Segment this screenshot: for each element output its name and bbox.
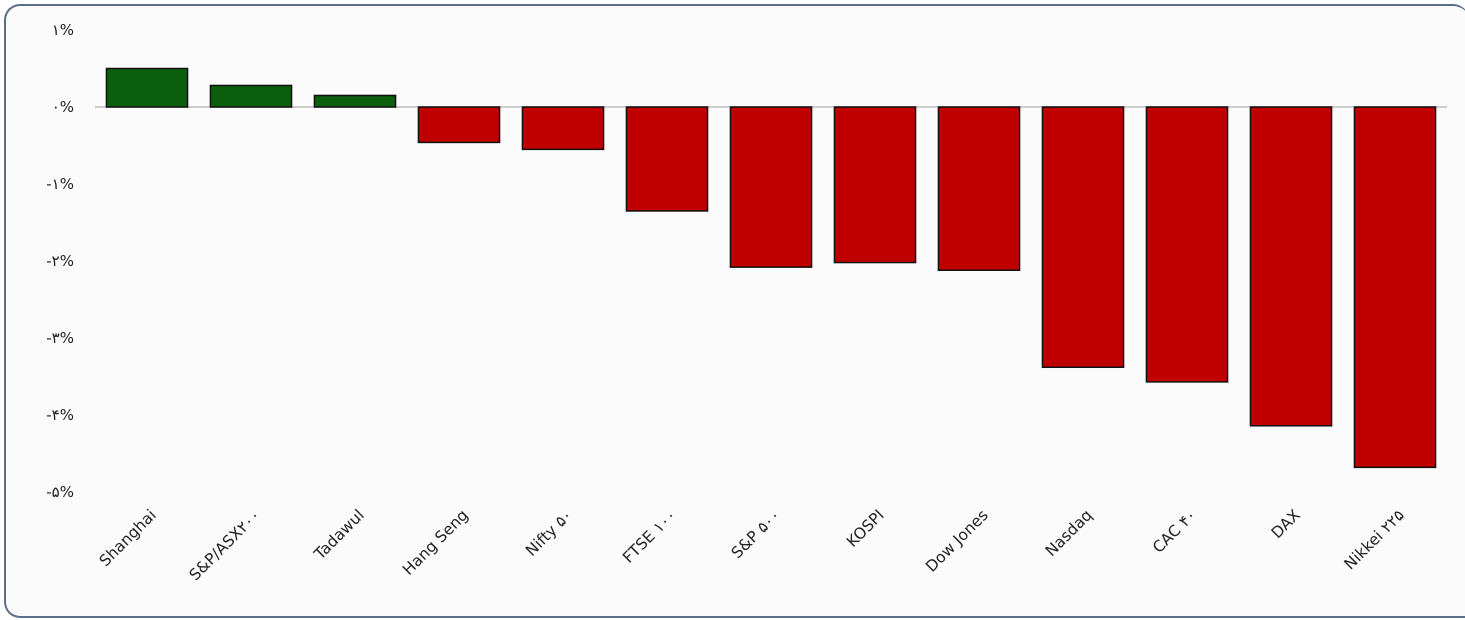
x-tick-label: Nikkei ۲۲۵ <box>1341 506 1408 573</box>
x-tick-label: Hang Seng <box>399 506 472 579</box>
x-tick-label: DAX <box>1268 506 1304 542</box>
x-tick-label: Nifty ۵۰ <box>522 506 576 560</box>
bar <box>313 94 397 108</box>
bar <box>1353 106 1437 469</box>
x-axis: Shanghai S&P/ASX۲۰۰ Tadawul Hang Seng Nifty … <box>96 506 1408 584</box>
bar <box>833 106 917 264</box>
bar <box>625 106 709 212</box>
bar <box>1249 106 1333 427</box>
bar <box>417 106 501 144</box>
y-tick-label: ۰% <box>52 98 74 116</box>
y-tick-label: ۱% <box>52 21 74 39</box>
y-tick-label: -۵% <box>46 483 74 501</box>
y-tick-label: -۳% <box>46 329 74 347</box>
x-tick-label: S&P ۵۰۰ <box>728 506 784 562</box>
y-tick-label: -۴% <box>46 406 74 424</box>
x-tick-label: Nasdaq <box>1042 506 1096 560</box>
x-tick-label: S&P/ASX۲۰۰ <box>186 506 264 584</box>
x-tick-label: KOSPI <box>843 506 888 551</box>
y-tick-label: -۱% <box>46 175 74 193</box>
bar <box>209 84 293 108</box>
x-tick-label: Shanghai <box>96 506 160 570</box>
x-tick-label: Tadawul <box>310 506 368 564</box>
bar <box>105 67 189 108</box>
x-tick-label: CAC ۴۰ <box>1149 506 1200 557</box>
bar <box>729 106 813 268</box>
bar <box>937 106 1021 271</box>
bars <box>105 67 1437 469</box>
bar <box>1041 106 1125 369</box>
x-tick-label: FTSE ۱۰۰ <box>619 506 680 567</box>
y-tick-label: -۲% <box>46 252 74 270</box>
bar <box>521 106 605 151</box>
x-tick-label: Dow Jones <box>922 506 992 576</box>
bar <box>1145 106 1229 383</box>
y-axis: ۱% ۰% -۱% -۲% -۳% -۴% -۵% <box>46 21 74 501</box>
